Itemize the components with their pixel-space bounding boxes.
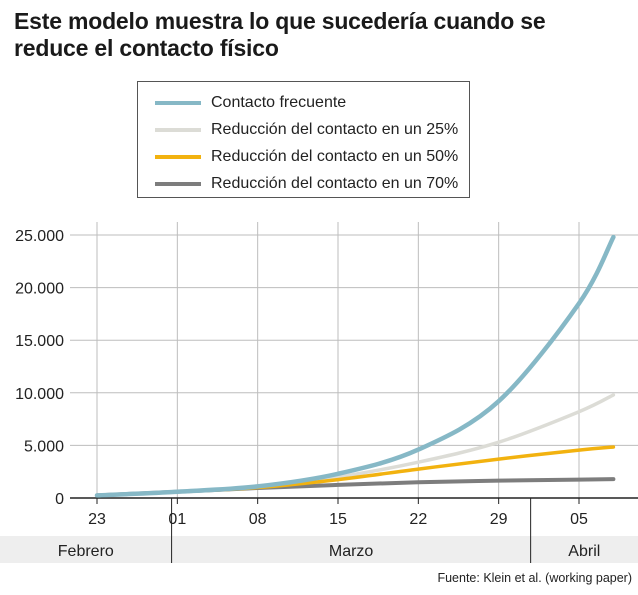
x-tick-label: 29 <box>490 511 508 528</box>
x-tick-label: 23 <box>88 511 106 528</box>
y-tick-label: 0 <box>55 491 64 508</box>
legend: Contacto frecuente Reducción del contact… <box>137 81 470 198</box>
legend-label: Reducción del contacto en un 50% <box>211 148 459 165</box>
y-tick-label: 20.000 <box>15 281 64 298</box>
legend-item: Reducción del contacto en un 50% <box>155 147 458 167</box>
y-tick-label: 15.000 <box>15 333 64 350</box>
source-note: Fuente: Klein et al. (working paper) <box>437 571 632 585</box>
y-tick-label: 10.000 <box>15 386 64 403</box>
month-label: Marzo <box>329 543 374 560</box>
y-tick-label: 25.000 <box>15 228 64 245</box>
month-label: Febrero <box>58 543 114 560</box>
legend-label: Contacto frecuente <box>211 94 347 111</box>
series-line-0 <box>94 234 616 498</box>
legend-item: Reducción del contacto en un 25% <box>155 120 458 140</box>
chart-title: Este modelo muestra lo que sucedería cua… <box>14 8 546 61</box>
y-tick-label: 5.000 <box>24 438 64 455</box>
x-tick-label: 05 <box>570 511 588 528</box>
legend-item: Contacto frecuente <box>155 93 346 113</box>
legend-item: Reducción del contacto en un 70% <box>155 174 458 194</box>
legend-swatch <box>155 101 201 105</box>
legend-swatch <box>155 155 201 159</box>
x-tick-label: 15 <box>329 511 347 528</box>
month-label: Abril <box>568 543 600 560</box>
legend-swatch <box>155 128 201 132</box>
legend-swatch <box>155 182 201 186</box>
month-band <box>0 536 638 563</box>
x-tick-label: 01 <box>168 511 186 528</box>
x-tick-label: 22 <box>409 511 427 528</box>
legend-label: Reducción del contacto en un 70% <box>211 175 459 192</box>
x-tick-label: 08 <box>249 511 267 528</box>
legend-label: Reducción del contacto en un 25% <box>211 121 459 138</box>
